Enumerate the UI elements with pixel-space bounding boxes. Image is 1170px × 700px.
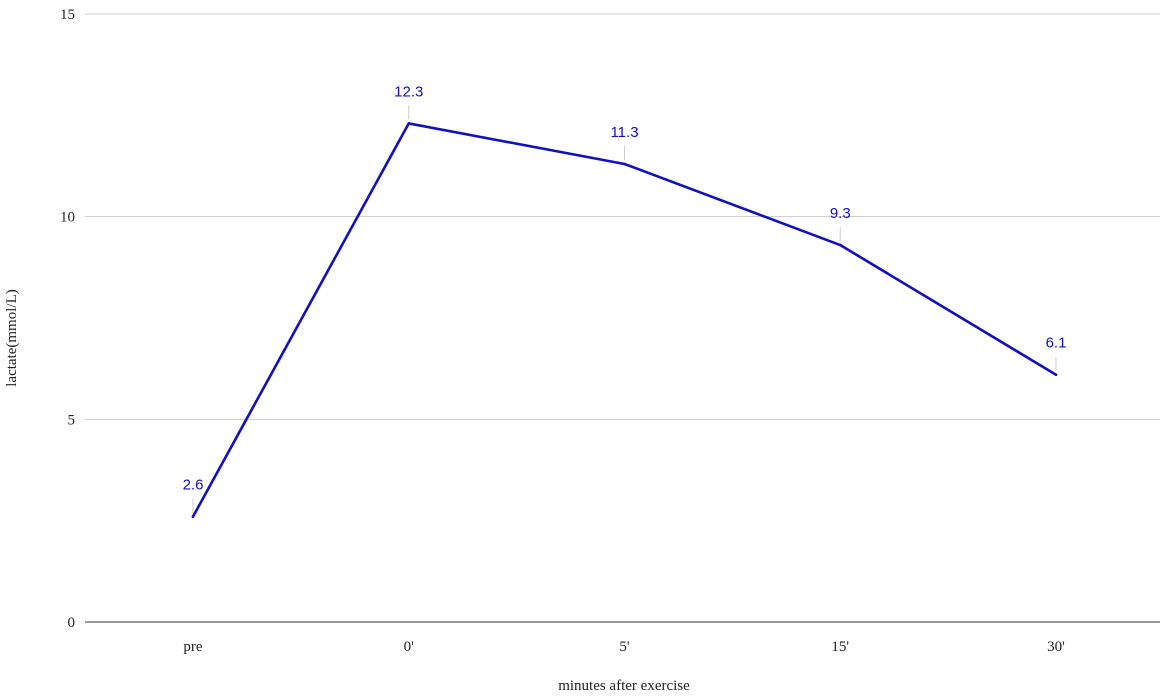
y-axis-ticks: 0 5 10 15 <box>60 7 75 631</box>
data-point <box>623 162 626 166</box>
gridlines <box>85 13 1160 623</box>
data-point <box>407 122 411 125</box>
y-tick-label: 15 <box>60 7 75 23</box>
y-tick-label: 10 <box>60 210 75 226</box>
data-label: 9.3 <box>830 205 851 222</box>
data-label: 11.3 <box>610 124 638 141</box>
x-axis-label: minutes after exercise <box>558 678 690 694</box>
data-point <box>1054 373 1058 377</box>
x-tick-label: 30' <box>1047 639 1065 655</box>
series-layer <box>191 122 1058 518</box>
x-tick-label: 15' <box>831 639 849 655</box>
data-label-leaders <box>192 105 1057 513</box>
y-axis-label: lactate(mmol/L) <box>4 289 20 386</box>
series-line <box>191 122 1058 518</box>
x-tick-label: 5' <box>619 639 630 655</box>
y-tick-label: 0 <box>68 615 76 631</box>
x-tick-label: 0' <box>404 639 415 655</box>
data-labels: 2.6 12.3 11.3 9.3 6.1 <box>183 83 1067 493</box>
data-label: 12.3 <box>394 83 423 100</box>
data-point <box>838 243 842 247</box>
data-label: 2.6 <box>183 477 204 494</box>
x-tick-label: pre <box>183 639 202 655</box>
y-tick-label: 5 <box>68 412 76 428</box>
data-point <box>191 515 195 518</box>
x-axis-ticks: pre 0' 5' 15' 30' <box>183 639 1065 655</box>
data-label: 6.1 <box>1046 335 1067 352</box>
